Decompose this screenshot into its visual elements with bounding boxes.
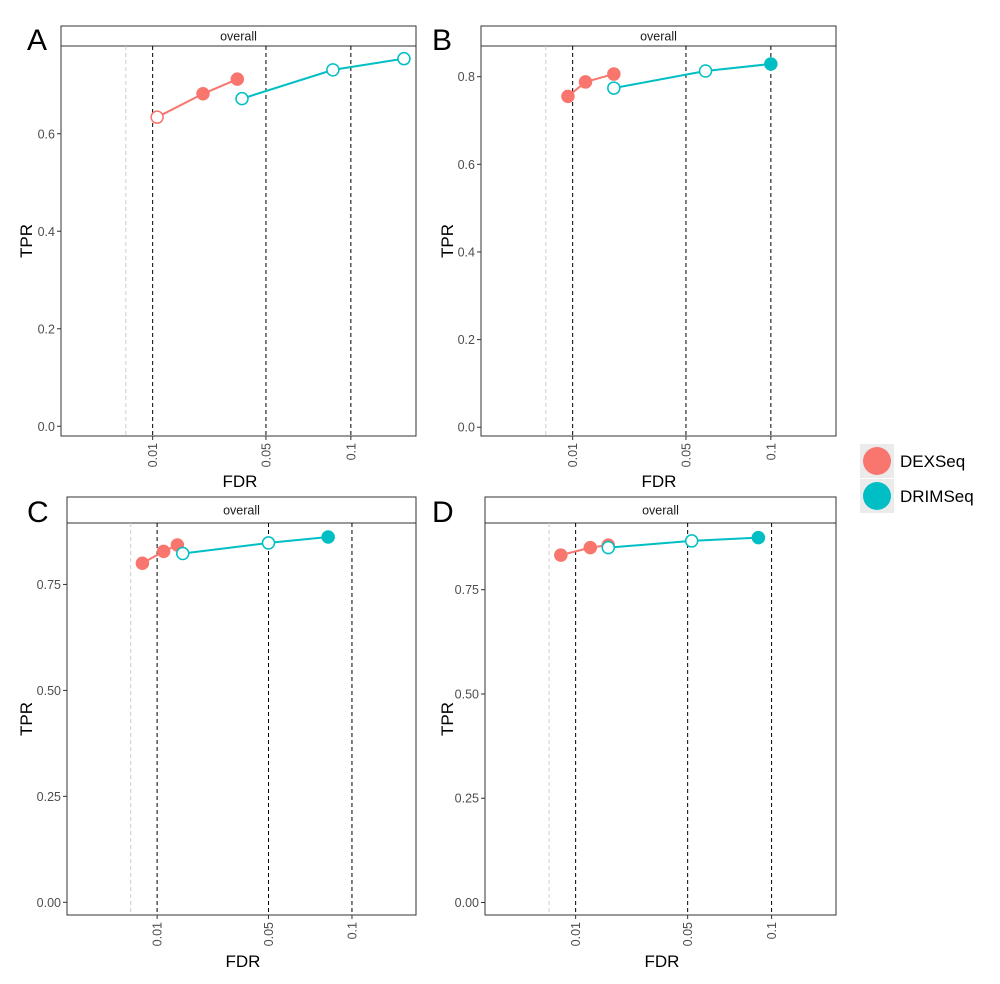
data-point-dexseq bbox=[156, 544, 171, 559]
series-line-dexseq bbox=[156, 78, 238, 119]
y-tick-label: 0.6 bbox=[38, 127, 55, 141]
data-point-drimseq bbox=[176, 546, 190, 561]
data-point-drimseq bbox=[751, 530, 766, 545]
y-tick-label: 0.0 bbox=[38, 420, 55, 434]
y-axis-title: TPR bbox=[438, 702, 457, 736]
data-point-dexseq bbox=[578, 75, 593, 89]
panel-letter: A bbox=[27, 24, 47, 57]
legend-key-drimseq bbox=[863, 482, 891, 510]
x-tick-label: 0.1 bbox=[344, 443, 358, 460]
y-tick-label: 0.50 bbox=[37, 684, 61, 698]
legend: DEXSeq DRIMSeq bbox=[860, 444, 974, 513]
series-line-drimseq bbox=[608, 536, 759, 549]
y-tick-label: 0.4 bbox=[38, 225, 55, 239]
data-point-drimseq bbox=[397, 51, 411, 66]
data-point-drimseq bbox=[321, 530, 335, 544]
x-tick-label: 0.01 bbox=[569, 922, 583, 946]
y-tick-label: 0.00 bbox=[37, 896, 61, 910]
y-tick-label: 0.00 bbox=[455, 896, 479, 910]
facet-strip-label: overall bbox=[220, 30, 257, 44]
x-tick-label: 0.05 bbox=[262, 922, 276, 946]
x-tick-label: 0.05 bbox=[259, 443, 273, 467]
plot-panel-border bbox=[480, 45, 837, 437]
data-point-drimseq bbox=[764, 57, 778, 71]
x-axis-title: FDR bbox=[223, 472, 258, 491]
y-axis-title: TPR bbox=[17, 224, 36, 258]
x-tick-label: 0.01 bbox=[151, 922, 165, 946]
data-point-drimseq bbox=[235, 91, 249, 106]
y-axis-title: TPR bbox=[438, 224, 457, 258]
data-point-drimseq bbox=[698, 64, 713, 78]
series-line-drimseq bbox=[613, 62, 771, 90]
legend-label: DEXSeq bbox=[900, 452, 965, 471]
data-point-drimseq bbox=[607, 81, 621, 95]
y-tick-label: 0.0 bbox=[458, 421, 475, 435]
x-axis-title: FDR bbox=[226, 952, 261, 971]
data-point-dexseq bbox=[196, 87, 210, 101]
y-tick-label: 0.75 bbox=[455, 583, 479, 597]
data-point-drimseq bbox=[326, 63, 340, 77]
facet-strip-label: overall bbox=[640, 30, 677, 44]
panel-letter: B bbox=[432, 24, 452, 57]
y-tick-label: 0.50 bbox=[455, 687, 479, 701]
y-tick-label: 0.25 bbox=[455, 792, 479, 806]
series-line-drimseq bbox=[182, 535, 329, 555]
data-point-drimseq bbox=[261, 536, 276, 550]
data-point-dexseq bbox=[230, 72, 245, 86]
x-tick-label: 0.1 bbox=[764, 443, 778, 460]
series-line-drimseq bbox=[241, 57, 405, 100]
legend-key-dexseq bbox=[863, 447, 891, 475]
x-axis-title: FDR bbox=[642, 472, 677, 491]
facet-strip-label: overall bbox=[642, 504, 679, 518]
data-point-dexseq bbox=[135, 556, 150, 571]
y-tick-label: 0.25 bbox=[37, 790, 61, 804]
data-point-dexseq bbox=[583, 540, 598, 555]
data-point-drimseq bbox=[684, 534, 699, 548]
y-tick-label: 0.2 bbox=[458, 333, 475, 347]
panel-letter: D bbox=[432, 496, 454, 529]
y-tick-label: 0.8 bbox=[458, 70, 475, 84]
plot-panel-border bbox=[66, 522, 417, 916]
x-tick-label: 0.01 bbox=[146, 443, 160, 467]
y-axis-title: TPR bbox=[17, 702, 36, 736]
x-tick-label: 0.1 bbox=[345, 922, 359, 939]
plot-panel-border bbox=[60, 45, 417, 437]
facet-strip bbox=[66, 496, 417, 524]
data-point-dexseq bbox=[554, 548, 568, 562]
data-point-dexseq bbox=[561, 89, 575, 104]
y-tick-label: 0.75 bbox=[37, 578, 61, 592]
y-tick-label: 0.6 bbox=[458, 158, 475, 172]
data-point-drimseq bbox=[601, 540, 616, 555]
x-axis-title: FDR bbox=[645, 952, 680, 971]
legend-label: DRIMSeq bbox=[900, 487, 974, 506]
y-tick-label: 0.2 bbox=[38, 322, 55, 336]
x-tick-label: 0.05 bbox=[679, 443, 693, 467]
plot-panel-border bbox=[484, 522, 837, 916]
x-tick-label: 0.05 bbox=[681, 922, 695, 946]
y-tick-label: 0.4 bbox=[458, 245, 475, 259]
x-tick-label: 0.1 bbox=[765, 922, 779, 939]
x-tick-label: 0.01 bbox=[566, 443, 580, 467]
facet-strip bbox=[484, 496, 837, 524]
panel-letter: C bbox=[27, 496, 49, 529]
data-point-dexseq bbox=[150, 110, 164, 124]
facet-strip-label: overall bbox=[223, 504, 260, 518]
data-point-dexseq bbox=[607, 67, 621, 81]
